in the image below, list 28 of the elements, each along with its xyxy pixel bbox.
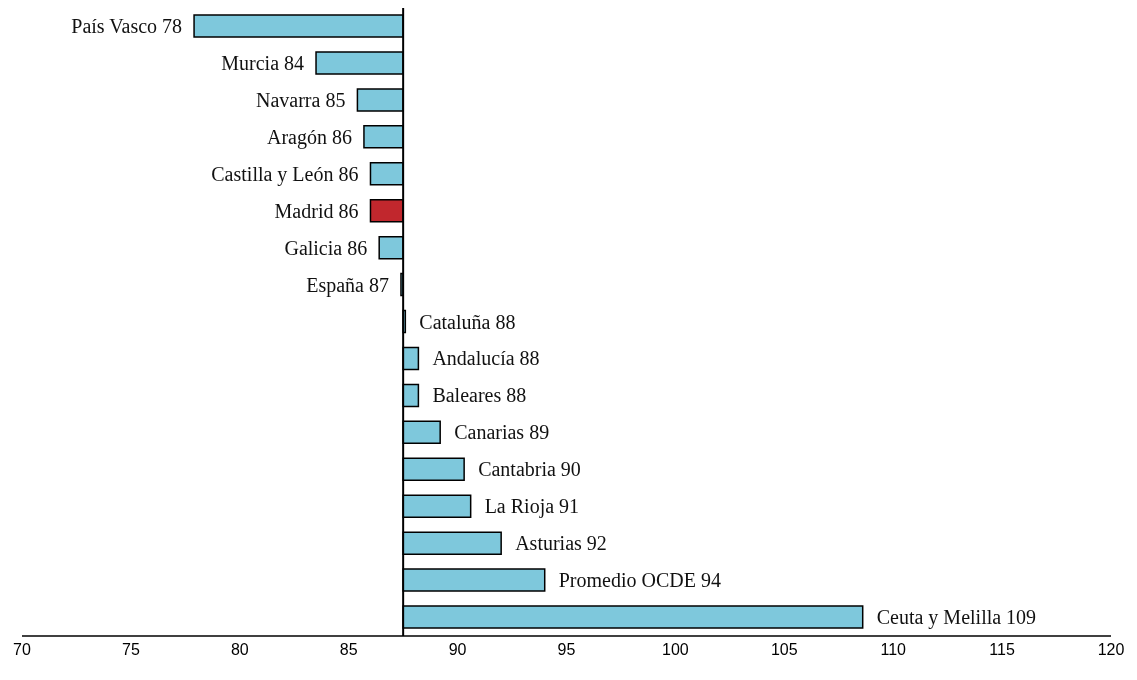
x-tick-label: 115 [989,641,1015,659]
y-tick-label: País Vasco 78 [71,15,183,37]
y-tick-label: Andalucía 88 [432,347,540,370]
y-tick-label: Navarra 85 [256,88,346,111]
y-tick-label: Murcia 84 [221,51,305,74]
x-tick-label: 105 [770,641,798,659]
x-tick-label: 90 [448,641,467,659]
x-tick-label: 100 [662,641,689,659]
y-tick-label: La Rioja 91 [484,495,580,519]
y-tick-label: Galicia 86 [284,236,368,259]
y-tick-label: Cantabria 90 [478,458,581,481]
x-tick-label: 120 [1097,641,1125,659]
x-tick-label: 75 [122,641,140,659]
y-tick-label: Promedio OCDE 94 [558,569,721,592]
y-tick-label: Madrid 86 [274,199,359,222]
x-tick-label: 95 [557,641,576,659]
y-tick-label: Cataluña 88 [419,310,516,333]
x-tick-label: 70 [13,641,31,659]
y-tick-label: Canarias 89 [454,421,550,444]
y-tick-label: Aragón 86 [266,125,352,149]
x-tick-label: 80 [230,641,249,659]
y-tick-label: Ceuta y Melilla 109 [876,606,1037,630]
y-tick-label: Castilla y León 86 [211,162,359,186]
y-tick-label: España 87 [306,273,389,297]
y-tick-label: Asturias 92 [515,532,607,555]
x-tick-label: 85 [339,641,358,659]
y-tick-label: Baleares 88 [432,384,527,407]
x-tick-label: 110 [880,641,907,659]
